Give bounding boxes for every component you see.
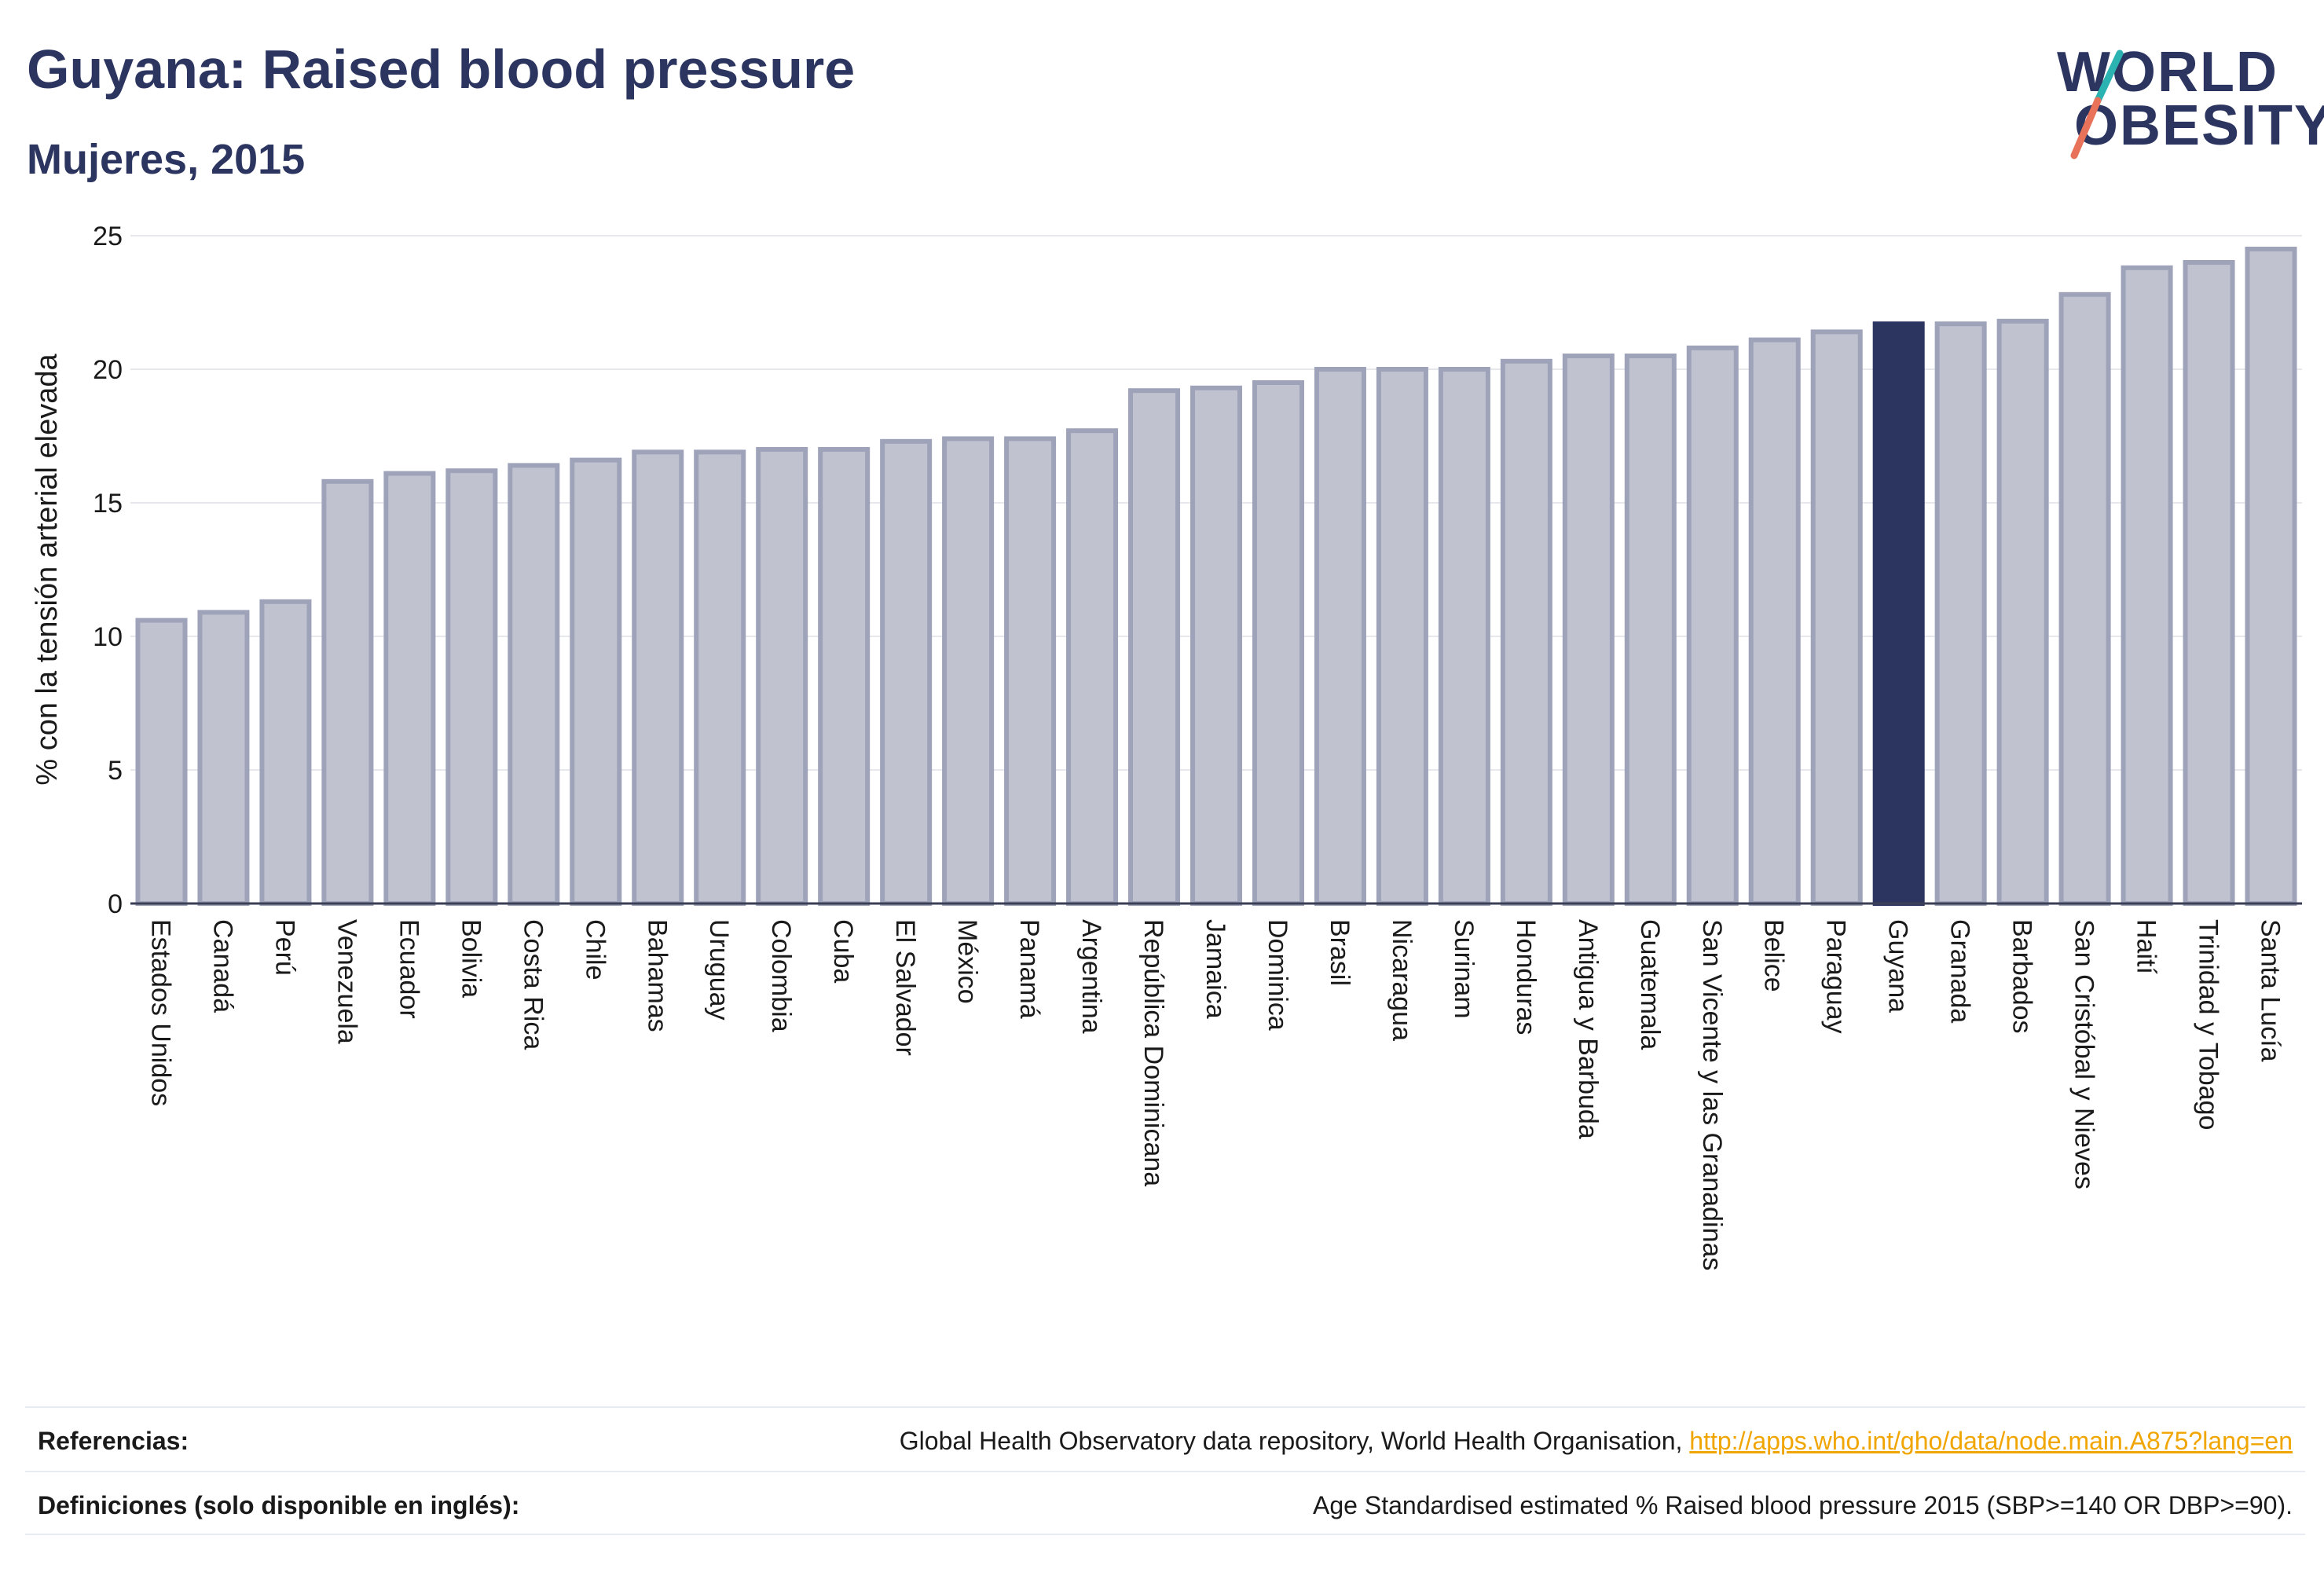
x-tick-label: México: [952, 919, 982, 1004]
y-tick-label: 0: [108, 889, 123, 919]
definitions-text: Age Standardised estimated % Raised bloo…: [1313, 1491, 2293, 1519]
x-tick-label: Dominica: [1263, 919, 1292, 1031]
footer-divider-bottom: [25, 1534, 2305, 1535]
definitions-label: Definiciones (solo disponible en inglés)…: [38, 1491, 520, 1519]
x-tick-label: Colombia: [766, 919, 796, 1032]
bar-hait-: [2121, 265, 2173, 906]
bar-guatemala: [1624, 354, 1677, 906]
bar-m-xico: [942, 436, 995, 906]
footer-divider-top: [25, 1406, 2305, 1408]
references-source: Global Health Observatory data repositor…: [899, 1427, 1690, 1455]
x-tick-label: Jamaica: [1200, 919, 1230, 1019]
logo-slash-icon: [2070, 49, 2124, 159]
chart-title: Guyana: Raised blood pressure: [27, 38, 856, 100]
bar-paraguay: [1810, 329, 1863, 906]
bar-venezuela: [321, 478, 374, 906]
bar-dominica: [1252, 380, 1304, 906]
bar-colombia: [756, 447, 808, 906]
x-tick-label: Granada: [1945, 919, 1975, 1023]
bar-trinidad-y-tobago: [2183, 260, 2235, 906]
x-tick-label: Antigua y Barbuda: [1573, 919, 1603, 1139]
x-tick-label: San Cristóbal y Nieves: [2069, 919, 2099, 1189]
y-tick-label: 20: [93, 355, 123, 385]
bar-costa-rica: [508, 463, 560, 906]
world-obesity-logo: WORLD OBESITY: [2051, 24, 2324, 165]
x-tick-label: Panamá: [1014, 919, 1044, 1019]
x-tick-label: El Salvador: [890, 919, 920, 1056]
x-tick-label: Brasil: [1325, 919, 1354, 986]
bar-chile: [570, 457, 622, 906]
x-tick-label: San Vicente y las Granadinas: [1697, 919, 1727, 1270]
bar-rep-blica-dominicana: [1128, 388, 1181, 906]
bar-ecuador: [383, 471, 436, 906]
x-tick-label: Haití: [2132, 919, 2161, 974]
bar-honduras: [1500, 358, 1552, 906]
x-tick-label: Surinam: [1449, 919, 1479, 1019]
references-text: Global Health Observatory data repositor…: [900, 1427, 2293, 1456]
y-tick-label: 15: [93, 489, 123, 519]
bar-uruguay: [694, 449, 746, 906]
x-tick-label: Trinidad y Tobago: [2194, 919, 2223, 1130]
bar-nicaragua: [1376, 367, 1428, 906]
x-tick-label: Guyana: [1883, 919, 1913, 1013]
bar-jamaica: [1189, 385, 1243, 906]
x-tick-label: Guatemala: [1635, 919, 1665, 1050]
y-tick-label: 25: [93, 222, 123, 251]
y-axis-title: % con la tensión arterial elevada: [31, 354, 64, 786]
bar-cuba: [818, 447, 871, 906]
bar-granada: [1934, 321, 1987, 906]
logo-line-2: OBESITY: [2074, 94, 2324, 157]
bar-argentina: [1066, 428, 1119, 906]
bar-brasil: [1314, 367, 1366, 906]
x-tick-label: Canadá: [207, 919, 237, 1013]
y-tick-label: 5: [108, 756, 123, 786]
bar-belice: [1748, 337, 1801, 907]
x-tick-label: Nicaragua: [1387, 919, 1417, 1041]
x-tick-label: Chile: [580, 919, 610, 980]
x-tick-label: Bahamas: [642, 919, 672, 1032]
footer-divider-middle: [25, 1471, 2305, 1472]
x-tick-label: Honduras: [1511, 919, 1541, 1035]
bar-chart: 0 5 10 15 20 25 % con la tensión arterial elev…: [31, 222, 2302, 1270]
x-tick-label: Uruguay: [704, 919, 734, 1021]
references-link[interactable]: http://apps.who.int/gho/data/node.main.A…: [1689, 1427, 2293, 1455]
x-tick-label: Venezuela: [332, 919, 361, 1044]
bar-san-vicente-y-las-granadinas: [1686, 345, 1739, 906]
x-tick-label: Estados Unidos: [145, 919, 175, 1106]
x-tick-label: Ecuador: [394, 919, 423, 1019]
bar-antigua-y-barbuda: [1562, 354, 1615, 906]
bar-canad-: [197, 610, 250, 907]
bar-bahamas: [632, 449, 684, 906]
bar-el-salvador: [880, 438, 933, 906]
x-tick-label: Belice: [1759, 919, 1789, 992]
bar-guyana: [1872, 321, 1925, 906]
x-tick-label: República Dominicana: [1138, 919, 1168, 1186]
bar-surinam: [1438, 367, 1490, 906]
x-tick-label: Cuba: [828, 919, 858, 983]
x-tick-label: Bolivia: [456, 919, 486, 998]
chart-subtitle: Mujeres, 2015: [27, 136, 306, 183]
logo-line-1: WORLD: [2057, 41, 2278, 104]
x-tick-label: Perú: [269, 919, 299, 976]
bar-bolivia: [445, 468, 498, 906]
x-tick-label: Costa Rica: [518, 919, 548, 1050]
bar-san-crist-bal-y-nieves: [2058, 291, 2111, 906]
x-tick-label: Santa Lucía: [2256, 919, 2286, 1062]
bar-santa-luc-a: [2245, 247, 2297, 906]
references-label: Referencias:: [38, 1427, 189, 1455]
bar-estados-unidos: [135, 618, 188, 906]
bar-panam-: [1004, 436, 1057, 906]
bar-barbados: [1996, 318, 2049, 906]
y-tick-label: 10: [93, 622, 123, 652]
bar-per-: [259, 599, 312, 906]
x-tick-label: Barbados: [2007, 919, 2037, 1034]
x-tick-label: Argentina: [1076, 919, 1106, 1034]
x-tick-label: Paraguay: [1821, 919, 1851, 1034]
